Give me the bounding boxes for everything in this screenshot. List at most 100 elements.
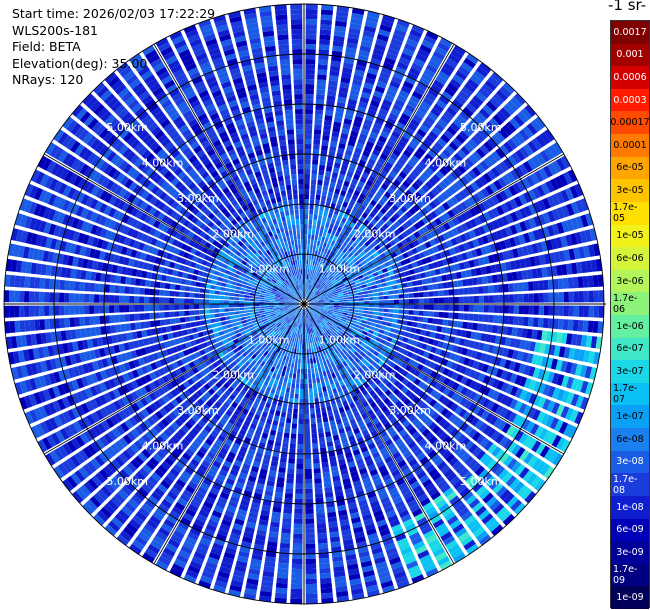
ppi-gate: [464, 210, 473, 220]
ppi-gate: [354, 244, 361, 251]
ppi-gate: [329, 234, 335, 240]
ppi-gate: [518, 163, 529, 176]
ppi-gate: [369, 187, 377, 195]
ppi-gate: [319, 34, 331, 41]
ppi-gate: [357, 181, 365, 188]
ppi-gate: [403, 202, 412, 210]
ppi-gate: [332, 40, 344, 47]
ppi-gate: [304, 433, 311, 439]
ppi-gate: [531, 137, 543, 151]
ppi-gate: [349, 89, 360, 96]
ppi-gate: [467, 240, 475, 249]
ppi-gate: [523, 293, 529, 303]
ppi-gate: [428, 311, 434, 317]
ppi-gate: [551, 160, 562, 174]
ppi-gate: [488, 305, 494, 313]
ppi-gate: [392, 103, 403, 112]
ppi-gate: [287, 463, 295, 469]
ppi-gate: [325, 243, 331, 250]
ppi-gate: [318, 298, 324, 301]
ppi-gate: [469, 74, 482, 86]
ppi-gate: [460, 223, 468, 232]
ppi-gate: [322, 467, 330, 473]
ppi-gate: [325, 110, 334, 117]
ppi-gate: [464, 82, 476, 94]
ppi-gate: [369, 254, 376, 261]
ppi-gate: [343, 306, 349, 309]
ppi-gate: [281, 527, 291, 534]
ppi-gate: [314, 119, 323, 125]
ppi-gate: [373, 90, 384, 99]
ppi-gate: [305, 513, 314, 519]
ppi-gate: [323, 120, 332, 127]
ppi-gate: [498, 294, 504, 303]
ppi-gate: [292, 418, 298, 424]
ppi-gate: [460, 329, 467, 338]
ppi-gate: [275, 374, 281, 380]
ppi-gate: [325, 380, 330, 386]
ppi-gate: [472, 322, 478, 331]
ppi-gate: [308, 274, 311, 280]
ppi-gate: [434, 184, 444, 194]
ppi-gate: [427, 149, 437, 159]
ppi-gate: [456, 114, 467, 125]
ppi-gate: [486, 169, 497, 181]
ppi-gate: [409, 95, 421, 105]
ppi-gate: [353, 295, 359, 299]
ppi-gate: [558, 250, 566, 262]
ppi-gate: [522, 191, 532, 203]
ppi-gate: [310, 292, 314, 297]
ppi-gate: [291, 558, 303, 564]
ppi-gate: [316, 220, 322, 226]
ppi-gate: [305, 558, 317, 564]
ppi-gate: [320, 154, 327, 161]
ppi-gate: [360, 250, 366, 257]
ppi-gate: [508, 305, 514, 314]
ppi-gate: [337, 279, 343, 284]
ppi-gate: [425, 204, 433, 213]
ppi-gate: [490, 264, 497, 274]
ppi-gate: [384, 276, 391, 282]
ppi-gate: [288, 372, 293, 379]
ppi-gate: [313, 214, 318, 220]
ppi-gate: [294, 493, 303, 499]
ppi-gate: [384, 161, 394, 170]
ppi-gate: [396, 19, 410, 28]
ppi-gate: [279, 542, 290, 549]
ppi-gate: [373, 251, 380, 258]
ppi-gate: [355, 282, 361, 287]
ppi-gate: [389, 275, 396, 281]
ppi-gate: [388, 290, 394, 295]
ppi-gate: [462, 187, 472, 197]
ppi-gate: [304, 254, 307, 260]
ppi-gate: [560, 235, 568, 248]
ppi-gate: [554, 176, 564, 189]
ppi-gate: [274, 592, 288, 599]
ppi-gate: [320, 577, 332, 584]
ppi-gate: [389, 239, 396, 247]
ppi-gate: [308, 301, 314, 303]
ppi-gate: [362, 254, 369, 260]
ppi-gate: [392, 33, 405, 42]
ppi-gate: [307, 296, 312, 301]
ppi-gate: [310, 413, 316, 419]
ppi-gate: [304, 368, 308, 374]
ppi-gate: [398, 304, 404, 309]
ppi-gate: [315, 493, 324, 499]
ppi-gate: [337, 270, 343, 276]
ppi-gate: [527, 189, 537, 201]
ppi-gate: [468, 305, 474, 312]
ppi-gate: [490, 134, 502, 146]
ppi-gate: [344, 230, 350, 237]
ppi-gate: [553, 292, 559, 303]
ppi-gate: [475, 91, 487, 103]
ppi-gate: [304, 448, 311, 454]
ppi-gate: [305, 563, 317, 569]
ppi-gate: [321, 140, 329, 146]
ppi-gate: [455, 204, 464, 214]
ppi-gate: [383, 178, 392, 187]
ppi-gate: [327, 374, 333, 380]
ppi-gate: [485, 185, 494, 196]
ppi-gate: [315, 266, 319, 272]
ppi-gate: [333, 307, 339, 310]
